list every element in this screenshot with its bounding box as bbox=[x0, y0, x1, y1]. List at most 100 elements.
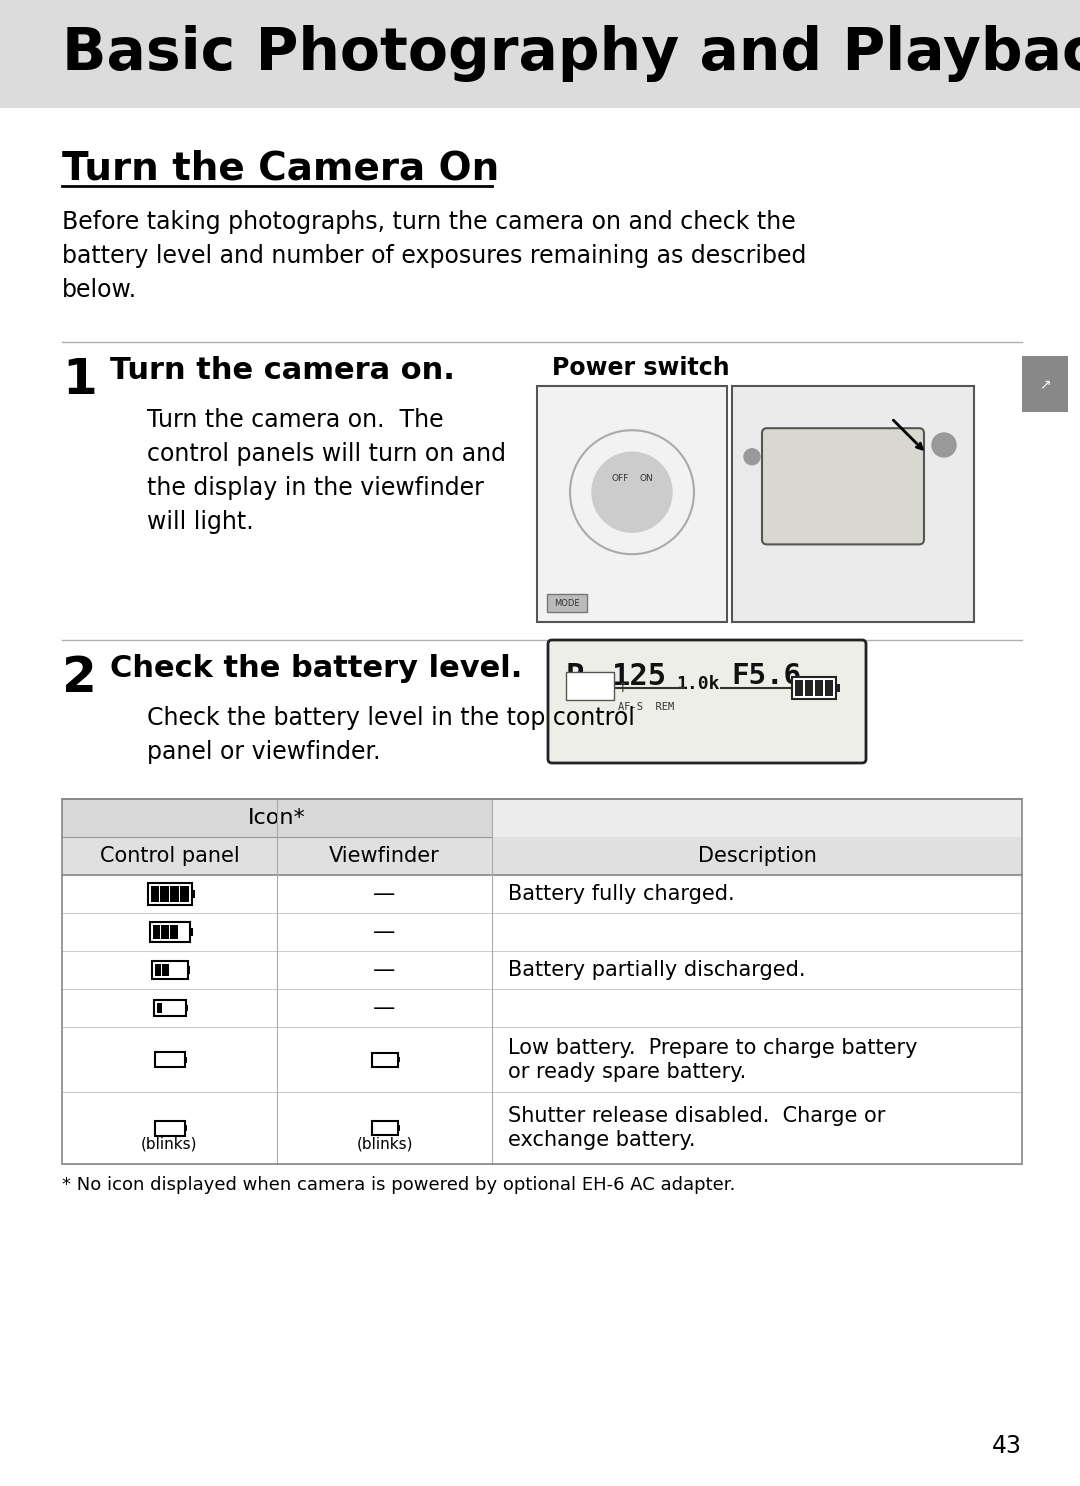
Text: Control panel: Control panel bbox=[99, 846, 240, 866]
Bar bbox=[566, 672, 615, 700]
Text: CUSTOM A: CUSTOM A bbox=[568, 688, 598, 692]
Text: Battery fully charged.: Battery fully charged. bbox=[508, 884, 734, 903]
Text: will light.: will light. bbox=[147, 510, 254, 533]
Bar bbox=[62, 875, 1022, 912]
Bar bbox=[160, 886, 168, 902]
Bar bbox=[158, 1123, 162, 1132]
Bar bbox=[178, 964, 185, 976]
Bar bbox=[185, 1125, 187, 1131]
Bar bbox=[372, 1120, 397, 1135]
Bar bbox=[62, 1092, 1022, 1164]
Bar bbox=[62, 799, 1022, 1164]
Bar bbox=[188, 966, 190, 973]
Bar bbox=[380, 1123, 383, 1132]
Text: * No icon displayed when camera is powered by optional EH-6 AC adapter.: * No icon displayed when camera is power… bbox=[62, 1175, 735, 1193]
Text: the display in the viewfinder: the display in the viewfinder bbox=[147, 476, 484, 499]
Bar bbox=[375, 1123, 378, 1132]
Bar bbox=[397, 1057, 400, 1062]
Bar bbox=[62, 912, 1022, 951]
Text: control panels will turn on and: control panels will turn on and bbox=[147, 441, 507, 467]
Text: P: P bbox=[566, 661, 584, 691]
Bar bbox=[158, 1055, 162, 1064]
Bar bbox=[805, 681, 813, 695]
Bar bbox=[171, 1055, 175, 1064]
Text: (blinks): (blinks) bbox=[141, 1137, 198, 1152]
Bar bbox=[177, 1003, 183, 1013]
Bar bbox=[792, 678, 836, 698]
Text: AF-S  REM: AF-S REM bbox=[618, 701, 674, 712]
Bar bbox=[154, 1052, 185, 1067]
Text: 125: 125 bbox=[611, 661, 666, 691]
Text: Check the battery level.: Check the battery level. bbox=[110, 654, 523, 684]
Bar bbox=[391, 1123, 394, 1132]
Text: —: — bbox=[374, 999, 395, 1018]
Bar bbox=[546, 594, 588, 612]
Text: Turn the Camera On: Turn the Camera On bbox=[62, 150, 499, 189]
Text: Icon*: Icon* bbox=[248, 808, 306, 828]
Bar bbox=[380, 1055, 383, 1064]
Bar bbox=[154, 1120, 185, 1135]
Bar bbox=[62, 1027, 1022, 1092]
Bar bbox=[62, 837, 1022, 875]
Text: —: — bbox=[374, 960, 395, 979]
Text: panel or viewfinder.: panel or viewfinder. bbox=[147, 740, 380, 764]
Text: ↑: ↑ bbox=[617, 681, 627, 695]
Bar bbox=[180, 886, 189, 902]
Text: ↗: ↗ bbox=[1039, 377, 1051, 391]
Bar bbox=[186, 1005, 188, 1010]
Bar bbox=[152, 924, 160, 939]
Bar bbox=[386, 1055, 389, 1064]
Text: Basic Photography and Playback: Basic Photography and Playback bbox=[62, 25, 1080, 83]
Text: (blinks): (blinks) bbox=[356, 1137, 413, 1152]
Bar bbox=[397, 1125, 400, 1131]
FancyBboxPatch shape bbox=[762, 428, 924, 544]
Bar bbox=[157, 1003, 162, 1013]
Text: —: — bbox=[374, 921, 395, 942]
Text: OFF: OFF bbox=[611, 474, 629, 483]
Bar bbox=[189, 927, 192, 936]
Bar bbox=[154, 964, 161, 976]
Bar bbox=[148, 883, 191, 905]
Bar bbox=[537, 386, 727, 623]
Bar bbox=[164, 1055, 168, 1064]
Bar bbox=[153, 1000, 186, 1016]
Circle shape bbox=[592, 452, 672, 532]
Bar bbox=[171, 1003, 176, 1013]
Bar bbox=[372, 1052, 397, 1067]
Text: Before taking photographs, turn the camera on and check the: Before taking photographs, turn the came… bbox=[62, 210, 796, 233]
Bar bbox=[164, 1123, 168, 1132]
Bar bbox=[179, 924, 187, 939]
Bar bbox=[825, 681, 833, 695]
Text: 43: 43 bbox=[993, 1434, 1022, 1458]
Bar bbox=[171, 1123, 175, 1132]
Bar bbox=[1022, 357, 1068, 412]
Text: Low battery.  Prepare to charge battery: Low battery. Prepare to charge battery bbox=[508, 1037, 918, 1058]
Text: Battery partially discharged.: Battery partially discharged. bbox=[508, 960, 806, 979]
Bar bbox=[795, 681, 804, 695]
Text: Viewfinder: Viewfinder bbox=[329, 846, 440, 866]
Text: Power switch: Power switch bbox=[552, 357, 730, 380]
Bar bbox=[62, 951, 1022, 990]
Bar bbox=[185, 1057, 187, 1062]
Circle shape bbox=[744, 449, 760, 465]
Bar bbox=[161, 924, 168, 939]
Bar bbox=[191, 890, 195, 899]
Bar bbox=[375, 1055, 378, 1064]
Text: Description: Description bbox=[698, 846, 816, 866]
Bar bbox=[62, 799, 492, 837]
Bar bbox=[177, 1055, 181, 1064]
Text: Turn the camera on.: Turn the camera on. bbox=[110, 357, 455, 385]
Text: Shutter release disabled.  Charge or: Shutter release disabled. Charge or bbox=[508, 1106, 886, 1126]
Bar bbox=[391, 1055, 394, 1064]
Text: MODE: MODE bbox=[554, 599, 580, 608]
Text: exchange battery.: exchange battery. bbox=[508, 1129, 696, 1150]
Bar bbox=[150, 886, 159, 902]
Bar bbox=[386, 1123, 389, 1132]
Text: 1: 1 bbox=[62, 357, 97, 404]
Bar bbox=[0, 0, 1080, 108]
Text: SHOOT A: SHOOT A bbox=[568, 678, 594, 684]
Bar bbox=[177, 1123, 181, 1132]
Bar bbox=[814, 681, 823, 695]
Bar bbox=[732, 386, 974, 623]
Text: 2: 2 bbox=[62, 654, 97, 701]
